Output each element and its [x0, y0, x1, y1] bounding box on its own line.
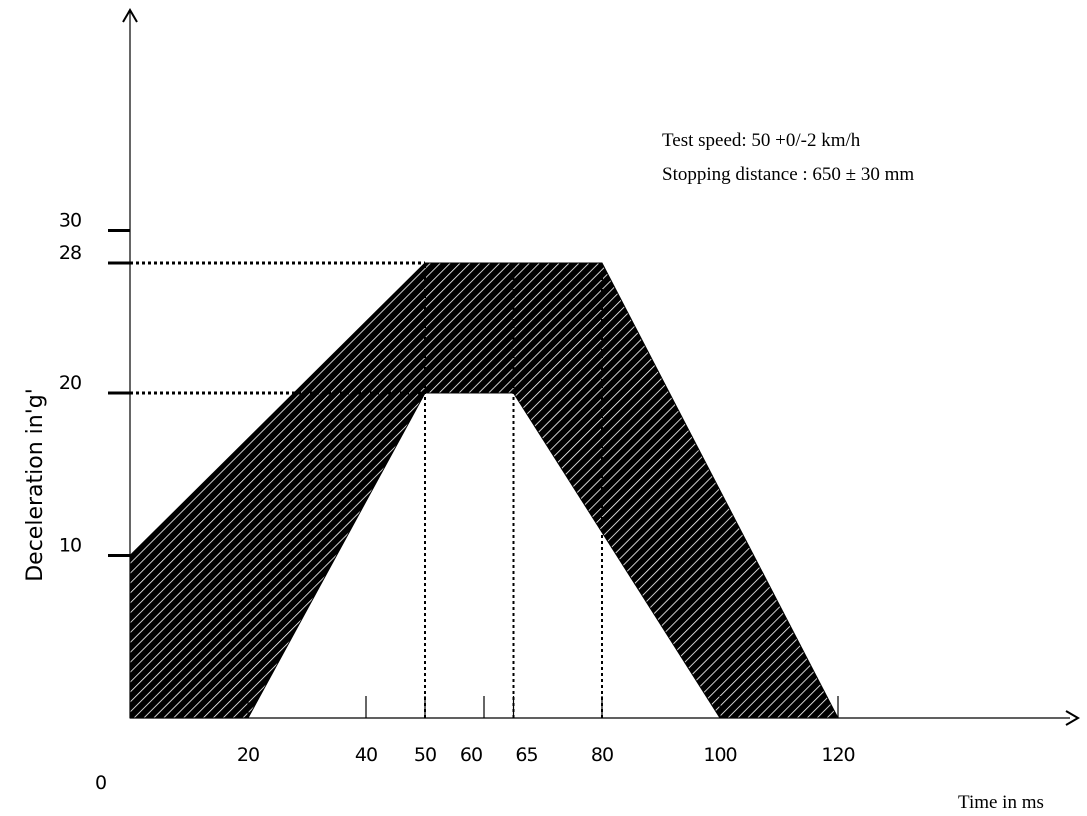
y-axis-title: Deceleration in'g'	[23, 388, 48, 582]
x-tick-label-80: 80	[591, 744, 613, 766]
y-tick-label-28: 28	[59, 242, 81, 264]
x-tick-label-20: 20	[237, 744, 259, 766]
y-tick-label-20: 20	[59, 372, 81, 394]
annotation-stopping-distance: Stopping distance : 650 ± 30 mm	[662, 164, 914, 185]
x-tick-label-100: 100	[703, 744, 736, 766]
x-axis-arrow	[1065, 710, 1080, 726]
x-tick-label-50: 50	[414, 744, 436, 766]
x-tick-label-60: 60	[460, 744, 482, 766]
y-tick-label-10: 10	[59, 535, 81, 557]
x-tick-label-65: 65	[515, 744, 537, 766]
x-axis-title: Time in ms	[958, 792, 1044, 813]
y-tick-label-30: 30	[59, 210, 81, 232]
y-axis-arrow	[122, 8, 138, 23]
x-tick-label-40: 40	[355, 744, 377, 766]
x-tick-label-120: 120	[821, 744, 854, 766]
origin-label: 0	[95, 772, 106, 794]
annotation-test-speed: Test speed: 50 +0/-2 km/h	[662, 130, 861, 151]
